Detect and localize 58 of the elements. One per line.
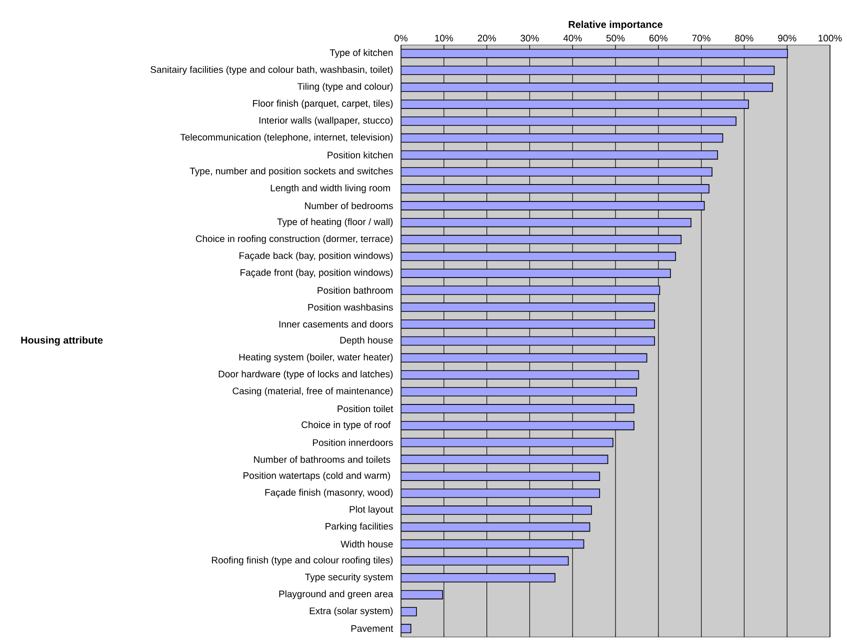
x-tick-label: 80% (735, 34, 754, 42)
bar (401, 336, 655, 346)
y-tick-label: Position watertaps (cold and warm) (244, 472, 390, 481)
bar (401, 539, 584, 549)
bar (401, 150, 718, 160)
y-tick-label: Choice in type of roof (302, 421, 391, 430)
y-tick-label: Tiling (type and colour) (298, 82, 393, 92)
x-axis-title: Relative importance (568, 20, 662, 30)
y-tick-label: Floor finish (parquet, carpet, tiles) (253, 100, 393, 109)
y-tick-label: Length and width living room (270, 184, 390, 194)
y-tick-label: Plot layout (350, 506, 394, 515)
y-tick-label: Position bathroom (318, 286, 393, 294)
y-axis-title: Housing attribute (21, 336, 103, 346)
y-tick-label: Width house (340, 540, 393, 548)
x-tick-label: 70% (692, 34, 710, 42)
y-tick-label: Type of heating (floor / wall) (277, 218, 393, 228)
x-tick-label: 40% (563, 34, 582, 42)
y-tick-label: Façade back (bay, position windows) (240, 252, 393, 261)
bar (401, 522, 590, 532)
x-tick-label: 60% (649, 34, 668, 42)
y-tick-label: Casing (material, free of maintenance) (232, 387, 393, 396)
y-tick-label: Heating system (boiler, water heater) (239, 354, 393, 362)
x-tick-label: 30% (520, 34, 539, 42)
y-tick-label: Number of bedrooms (305, 202, 393, 210)
y-tick-label: Type, number and position sockets and switches (190, 167, 393, 176)
x-tick-label: 90% (778, 34, 796, 42)
y-tick-label: Pavement (351, 625, 394, 632)
y-tick-label: Façade front (bay, position windows) (240, 268, 393, 278)
bar (401, 252, 676, 262)
y-tick-label: Position washbasins (308, 304, 393, 311)
bar (401, 133, 724, 143)
bar (401, 234, 682, 244)
bar (401, 420, 634, 430)
x-tick-label: 0% (394, 34, 408, 42)
y-tick-label: Depth house (340, 336, 393, 346)
y-tick-label: Position kitchen (328, 151, 393, 158)
y-tick-label: Roofing finish (type and colour roofing tiles) (212, 556, 393, 566)
y-tick-label: Type of kitchen (330, 49, 393, 58)
y-tick-label: Type security system (305, 573, 393, 582)
y-tick-label: Extra (solar system) (310, 607, 393, 616)
y-tick-label: Interior walls (wallpaper, stucco) (259, 116, 393, 126)
y-tick-label: Position toilet (338, 405, 394, 412)
y-tick-label: Parking facilities (326, 522, 393, 532)
y-tick-label: Door hardware (type of locks and latches) (218, 370, 393, 380)
x-tick-label: 20% (478, 34, 496, 42)
y-tick-label: Sanitairy facilities (type and colour bath, washbasin, toilet) (150, 66, 393, 75)
bar (401, 438, 614, 448)
x-tick-label: 10% (435, 34, 454, 42)
y-tick-label: Choice in roofing construction (dormer, terrace) (196, 235, 393, 244)
y-tick-label: Telecommunication (telephone, internet, television) (180, 134, 393, 142)
x-tick-label: 100% (818, 34, 842, 42)
x-tick-label: 50% (606, 34, 625, 42)
y-tick-label: Number of bathrooms and toilets (254, 456, 390, 463)
y-tick-label: Position innerdoors (312, 439, 393, 446)
y-tick-label: Inner casements and doors (279, 320, 393, 328)
y-tick-label: Playground and green area (279, 590, 394, 600)
y-tick-label: Façade finish (masonry, wood) (265, 488, 393, 498)
bar (401, 48, 788, 58)
